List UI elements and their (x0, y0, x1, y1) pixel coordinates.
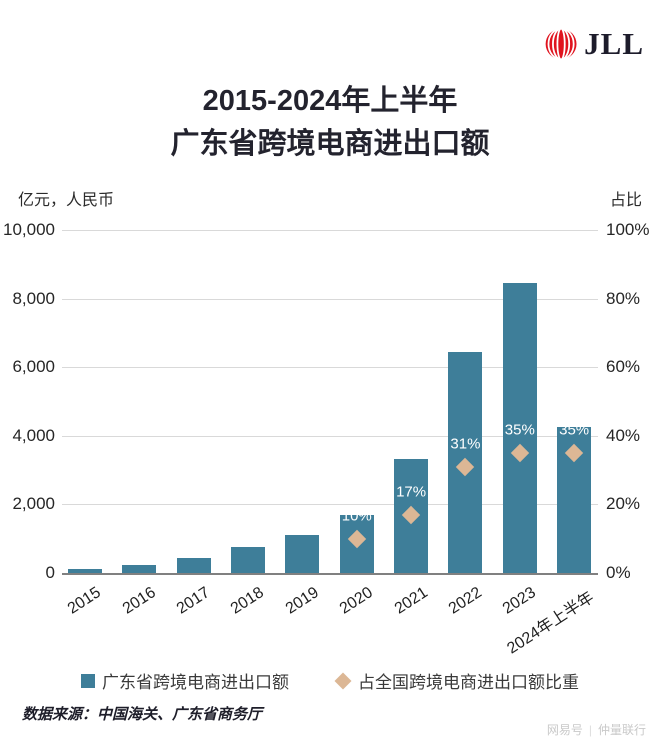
share-label-2020: 10% (341, 507, 372, 525)
x-axis-tick-2017: 2017 (173, 584, 213, 618)
x-axis-tick-2022: 2022 (445, 584, 485, 618)
y-axis-tick-left: 0 (45, 563, 55, 582)
share-label-2022: 31% (450, 435, 481, 453)
bar-2017 (176, 558, 211, 573)
x-axis-tick-2021: 2021 (391, 584, 431, 618)
share-label-2024年上半年: 35% (559, 421, 590, 439)
watermark-brand: 仲量联行 (597, 723, 646, 737)
data-source-note: 数据来源：中国海关、广东省商务厅 (22, 706, 263, 723)
y-axis-tick-left: 10,000 (3, 220, 55, 239)
chart-title: 2015-2024年上半年 广东省跨境电商进出口额 (0, 80, 660, 166)
x-axis-tick-2018: 2018 (228, 584, 268, 618)
y-axis-tick-right: 40% (606, 425, 641, 445)
legend-diamond-label: 占全国跨境电商进出口额比重 (358, 673, 579, 692)
bar-2016 (122, 565, 157, 573)
bar-2023 (502, 283, 537, 573)
gridline (62, 504, 598, 506)
y-axis-tick-left: 6,000 (12, 357, 55, 377)
x-axis-tick-2023: 2023 (499, 584, 540, 618)
jll-globe-icon (545, 27, 577, 61)
y-axis-tick-left: 2,000 (12, 494, 55, 514)
share-label-2023: 35% (504, 421, 535, 439)
gridline (62, 230, 598, 231)
bar-2019 (285, 534, 320, 573)
y-axis-tick-right: 0% (606, 563, 631, 582)
x-axis-baseline (62, 573, 598, 575)
chart-title-line2: 广东省跨境电商进出口额 (170, 128, 490, 160)
watermark: 网易号 | 仲量联行 (547, 721, 646, 738)
y-axis-tick-left: 4,000 (12, 425, 55, 445)
x-axis-tick-2019: 2019 (282, 584, 322, 618)
jll-wordmark: JLL (584, 26, 644, 61)
chart-title-line1: 2015-2024年上半年 (202, 85, 458, 117)
x-axis-tick-2020: 2020 (336, 584, 377, 618)
y-axis-tick-right: 60% (606, 357, 641, 377)
watermark-platform: 网易号 (546, 723, 583, 737)
x-axis-tick-2016: 2016 (119, 584, 159, 618)
left-axis-unit-label: 亿元，人民币 (18, 192, 115, 209)
gridline (62, 435, 598, 437)
y-axis-tick-right: 20% (606, 494, 641, 514)
legend-item-diamond: 占全国跨境电商进出口额比重 (334, 668, 579, 693)
right-axis-unit-label: 占比 (609, 192, 642, 209)
bar-swatch-icon (81, 673, 95, 688)
gridline (62, 367, 598, 369)
watermark-divider: | (588, 722, 592, 737)
diamond-swatch-icon (334, 672, 352, 689)
bar-2018 (231, 546, 266, 573)
legend: 广东省跨境电商进出口额 占全国跨境电商进出口额比重 (0, 668, 660, 693)
y-axis-tick-right: 100% (606, 220, 650, 239)
legend-bar-label: 广东省跨境电商进出口额 (102, 673, 289, 692)
gridline (62, 298, 598, 300)
legend-item-bar: 广东省跨境电商进出口额 (81, 668, 289, 693)
y-axis-tick-left: 8,000 (12, 288, 55, 308)
jll-logo: JLL (544, 22, 644, 66)
share-label-2021: 17% (396, 483, 427, 501)
bar-2015 (68, 568, 102, 573)
x-axis-tick-2015: 2015 (65, 584, 105, 618)
y-axis-tick-right: 80% (606, 288, 641, 308)
